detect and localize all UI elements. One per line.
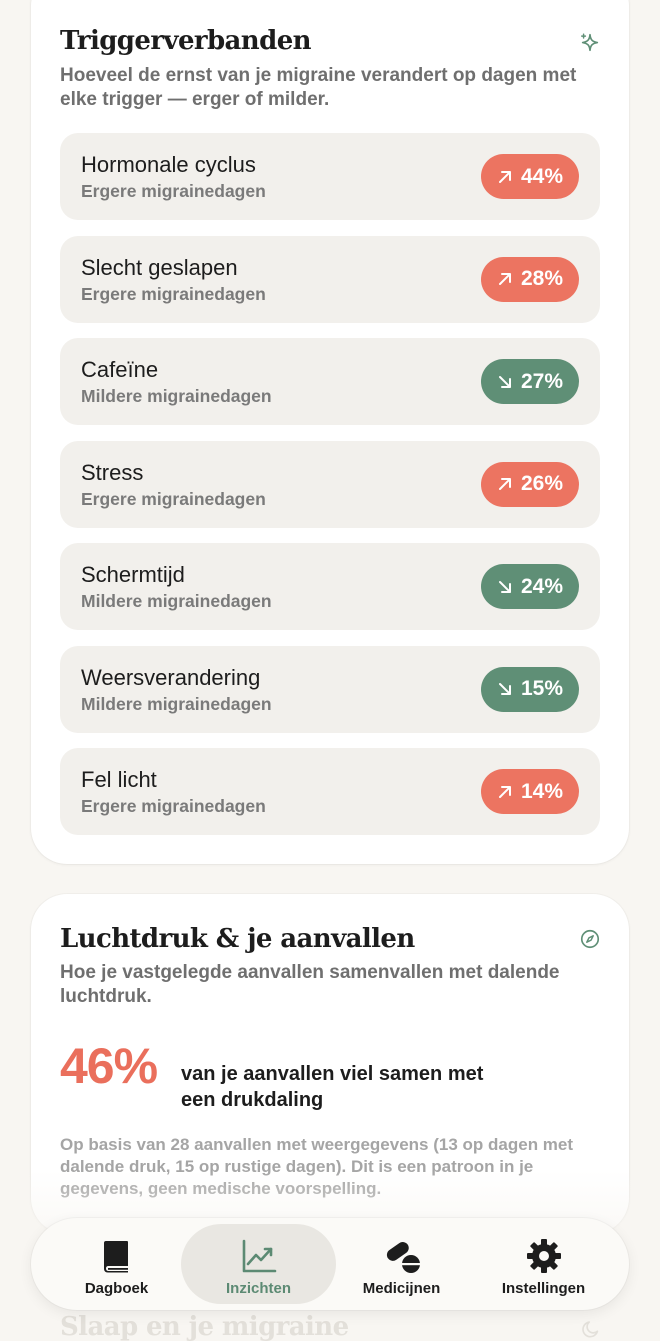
tab-label: Dagboek (84, 1280, 149, 1297)
badge-value: 28% (520, 267, 563, 290)
trigger-name: Fel licht (81, 767, 157, 792)
trigger-name: Hormonale cyclus (81, 152, 256, 177)
milder-badge: 15% (480, 666, 579, 712)
card-title: Luchtdruk & je aanvallen (60, 924, 415, 954)
chart-icon (242, 1239, 276, 1273)
arrow-down-right-icon (498, 580, 511, 593)
trigger-effect: Ergere migrainedagen (81, 181, 266, 201)
arrow-down-right-icon (498, 375, 511, 388)
badge-value: 14% (520, 779, 563, 803)
tab-inzichten[interactable]: Inzichten (181, 1224, 336, 1304)
trigger-effect: Ergere migrainedagen (81, 796, 266, 816)
badge-value: 24% (520, 574, 563, 598)
trigger-row-stress[interactable]: Stress Ergere migrainedagen 26% (60, 440, 600, 528)
gear-icon (526, 1239, 561, 1273)
book-icon (103, 1241, 128, 1273)
badge-value: 26% (520, 472, 563, 495)
arrow-up-right-icon (498, 273, 511, 285)
worse-badge: 14% (480, 769, 579, 814)
trigger-effect: Mildere migrainedagen (81, 591, 272, 611)
worse-badge: 44% (480, 154, 579, 199)
trigger-row-poor-sleep[interactable]: Slecht geslapen Ergere migrainedagen 28% (60, 235, 600, 323)
card-title: Triggerverbanden (60, 26, 312, 56)
trigger-name: Cafeïne (81, 357, 159, 382)
tab-label: Instellingen (501, 1280, 586, 1297)
trigger-effect: Ergere migrainedagen (81, 488, 266, 509)
trigger-effect: Ergere migrainedagen (81, 283, 266, 304)
milder-badge: 24% (480, 564, 579, 609)
badge-value: 15% (520, 677, 563, 700)
trigger-list: Hormonale cyclus Ergere migrainedagen 44… (60, 133, 600, 851)
trigger-name: Slecht geslapen (81, 254, 238, 280)
trigger-row-bright-light[interactable]: Fel licht Ergere migrainedagen 14% (60, 748, 600, 835)
next-card-title: Slaap en je migraine (60, 1312, 349, 1341)
moon-icon (582, 1321, 599, 1338)
card-subtitle: Hoeveel de ernst van je migraine verande… (60, 65, 577, 110)
arrow-up-right-icon (498, 478, 511, 490)
tab-medicijnen[interactable]: Medicijnen (324, 1224, 479, 1304)
pressure-percentage: 46% (60, 1038, 158, 1094)
pressure-percentage-text: van je aanvallen viel samen met een druk… (181, 1063, 484, 1111)
tab-bar: Dagboek Inzichten Medicijnen (31, 1218, 629, 1310)
trigger-row-screen-time[interactable]: Schermtijd Mildere migrainedagen 24% (60, 543, 600, 630)
badge-value: 44% (520, 164, 563, 188)
badge-value: 27% (520, 369, 563, 393)
trigger-name: Weersverandering (81, 664, 261, 690)
trigger-effect: Mildere migrainedagen (81, 386, 272, 406)
trigger-name: Stress (81, 459, 144, 485)
triggers-card: Triggerverbanden Hoeveel de ernst van je… (31, 0, 629, 864)
worse-badge: 26% (480, 461, 579, 507)
pills-icon (386, 1241, 420, 1273)
tab-instellingen[interactable]: Instellingen (466, 1224, 621, 1304)
arrow-up-right-icon (498, 170, 511, 183)
trigger-effect: Mildere migrainedagen (81, 693, 272, 714)
tab-label: Medicijnen (362, 1280, 441, 1297)
sparkle-icon (581, 33, 599, 52)
tab-label: Inzichten (225, 1280, 291, 1297)
arrow-down-right-icon (498, 683, 511, 695)
trigger-row-caffeine[interactable]: Cafeïne Mildere migrainedagen 27% (60, 338, 600, 425)
arrow-up-right-icon (498, 785, 511, 798)
worse-badge: 28% (480, 256, 579, 302)
trigger-row-hormonal-cycle[interactable]: Hormonale cyclus Ergere migrainedagen 44… (60, 133, 600, 220)
trigger-name: Schermtijd (81, 562, 185, 587)
milder-badge: 27% (480, 359, 579, 404)
compass-icon (580, 929, 600, 949)
trigger-row-weather-change[interactable]: Weersverandering Mildere migrainedagen 1… (60, 645, 600, 733)
card-subtitle: Hoe je vastgelegde aanvallen samenvallen… (60, 962, 560, 1007)
tab-dagboek[interactable]: Dagboek (39, 1224, 194, 1304)
